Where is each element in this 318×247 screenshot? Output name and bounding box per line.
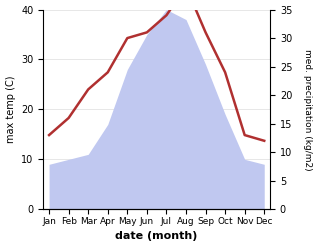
X-axis label: date (month): date (month)	[115, 231, 198, 242]
Y-axis label: max temp (C): max temp (C)	[5, 76, 16, 143]
Y-axis label: med. precipitation (kg/m2): med. precipitation (kg/m2)	[303, 49, 313, 170]
